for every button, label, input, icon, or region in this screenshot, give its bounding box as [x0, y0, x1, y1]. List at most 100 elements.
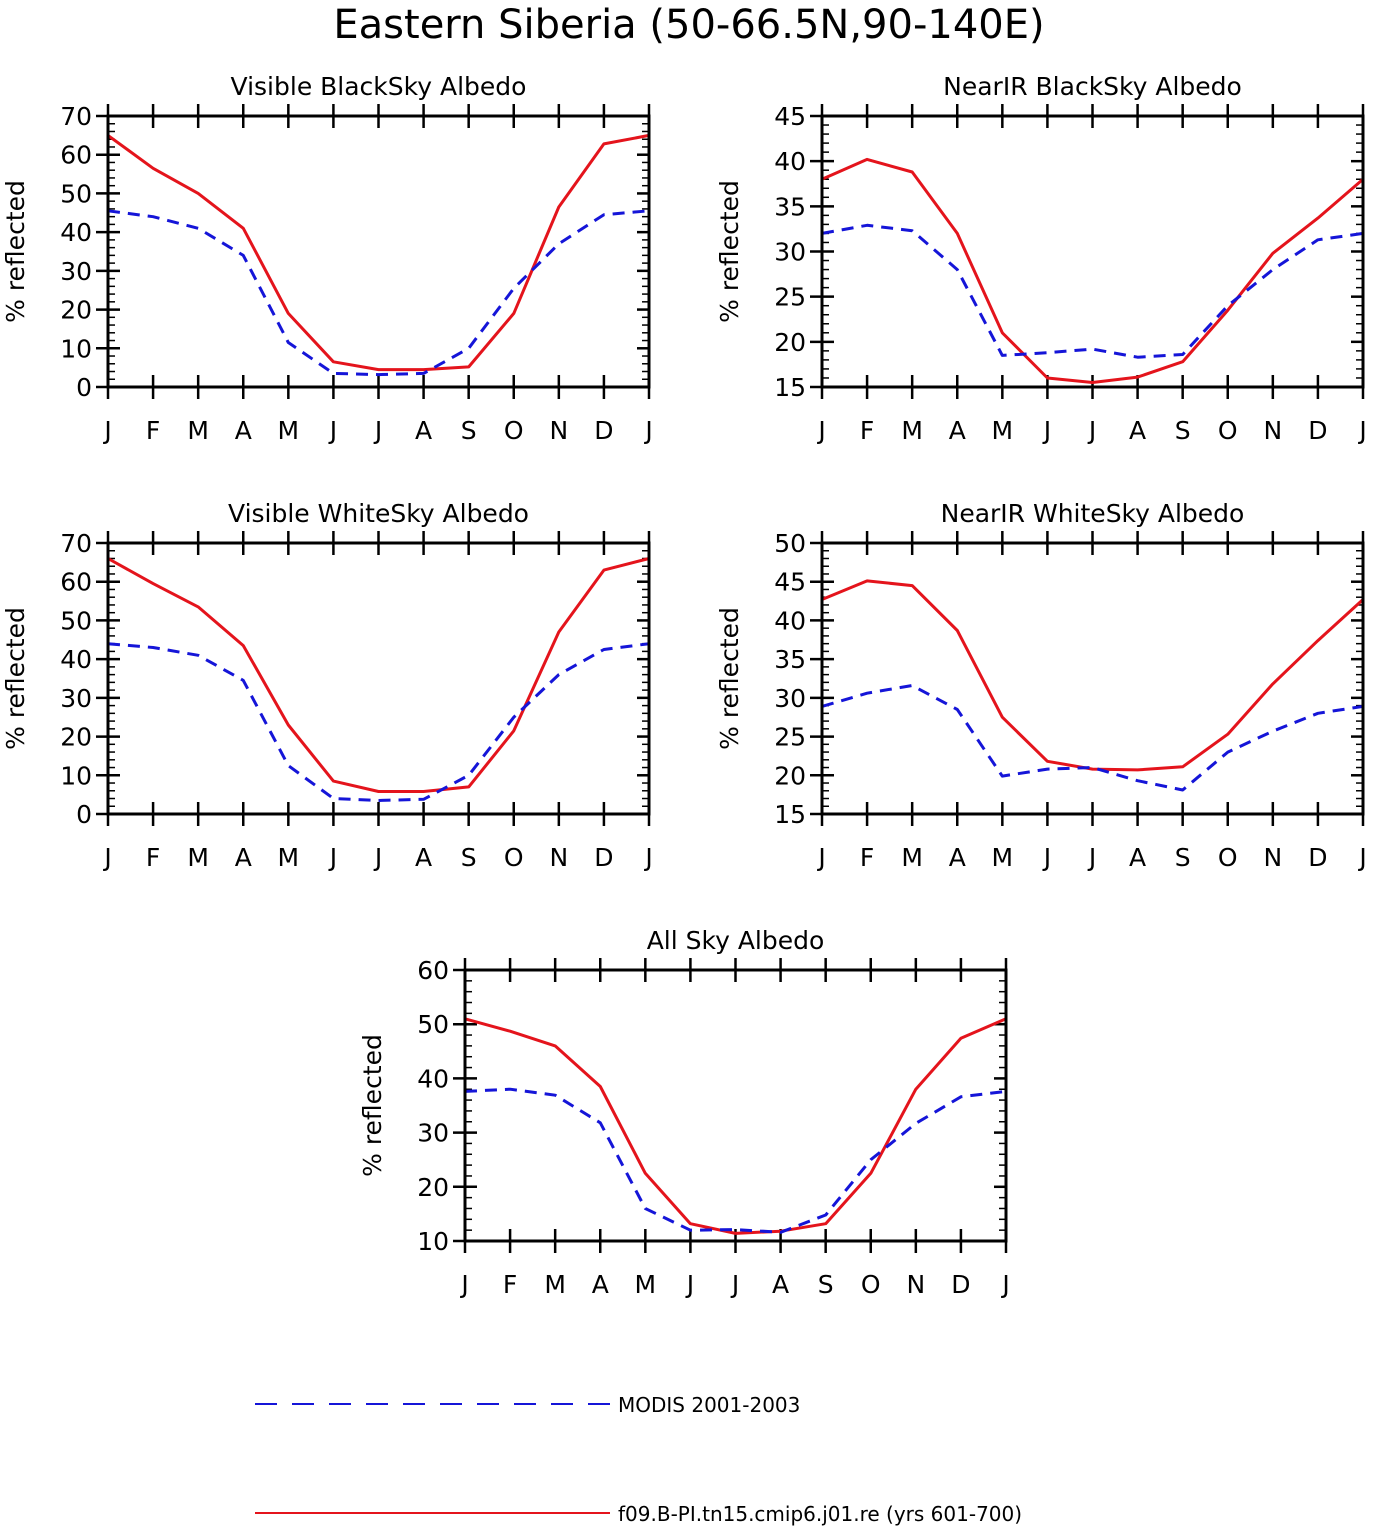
y-tick-label: 70: [60, 102, 92, 131]
series-line-modis: [107, 642, 650, 802]
y-tick-label: 25: [774, 283, 806, 312]
x-tick-label: J: [328, 416, 337, 445]
figure-title: Eastern Siberia (50-66.5N,90-140E): [333, 2, 1044, 48]
y-tick-label: 60: [417, 956, 449, 985]
y-tick-label: 35: [774, 192, 806, 221]
x-tick-label: M: [901, 843, 923, 872]
x-tick-label: J: [373, 843, 382, 872]
y-axis-label: % reflected: [1, 607, 30, 750]
x-tick-label: J: [643, 416, 652, 445]
y-tick-label: 25: [774, 723, 806, 752]
x-tick-label: S: [1175, 843, 1191, 872]
x-tick-label: M: [278, 843, 300, 872]
y-tick-label: 30: [417, 1119, 449, 1148]
y-tick-label: 20: [774, 761, 806, 790]
x-tick-label: N: [1263, 416, 1282, 445]
x-tick-label: M: [544, 1270, 566, 1299]
y-tick-label: 35: [774, 645, 806, 674]
plot-frame: [820, 114, 1365, 389]
y-tick-label: 40: [774, 606, 806, 635]
x-tick-label: J: [1042, 416, 1051, 445]
y-tick-label: 30: [60, 684, 92, 713]
legend: MODIS 2001-2003 f09.B-PI.tn15.cmip6.j01.…: [255, 1393, 1022, 1526]
x-tick-label: S: [818, 1270, 834, 1299]
x-tick-label: N: [549, 416, 568, 445]
x-tick-label: J: [102, 416, 111, 445]
x-tick-label: A: [415, 843, 432, 872]
series-line-model: [107, 557, 650, 793]
x-tick-label: S: [461, 843, 477, 872]
y-tick-label: 50: [774, 529, 806, 558]
plot-frame: [106, 541, 651, 816]
x-tick-label: J: [102, 843, 111, 872]
y-tick-label: 10: [417, 1227, 449, 1256]
y-tick-label: 45: [774, 102, 806, 131]
chart-panel-3: Visible WhiteSky Albedo % reflected 0 10 20 3…: [1, 499, 653, 872]
y-tick-label: 10: [60, 761, 92, 790]
x-tick-label: D: [594, 416, 613, 445]
y-tick-label: 50: [60, 606, 92, 635]
x-tick-label: N: [1263, 843, 1282, 872]
x-tick-label: O: [504, 416, 524, 445]
x-tick-label: F: [503, 1270, 517, 1299]
x-tick-label: J: [1087, 843, 1096, 872]
y-tick-label: 15: [774, 373, 806, 402]
legend-obs-label: MODIS 2001-2003: [618, 1393, 800, 1417]
x-tick-label: M: [992, 416, 1014, 445]
plot-frame: [820, 541, 1365, 816]
chart-panel-4: NearIR WhiteSky Albedo % reflected 15 20 25 3…: [715, 499, 1367, 872]
y-tick-label: 40: [417, 1064, 449, 1093]
series-line-model: [464, 1017, 1007, 1235]
x-tick-label: M: [278, 416, 300, 445]
x-tick-label: S: [461, 416, 477, 445]
x-tick-label: M: [901, 416, 923, 445]
x-tick-label: F: [146, 416, 160, 445]
y-tick-label: 0: [76, 800, 92, 829]
series-line-model: [821, 157, 1364, 384]
x-tick-label: A: [949, 843, 966, 872]
x-tick-label: N: [906, 1270, 925, 1299]
x-tick-label: O: [861, 1270, 881, 1299]
chart-panel-2: NearIR BlackSky Albedo % reflected 15 20 25 3…: [715, 72, 1367, 445]
x-tick-label: J: [1087, 416, 1096, 445]
x-tick-label: M: [635, 1270, 657, 1299]
panel-title: Visible WhiteSky Albedo: [228, 499, 529, 528]
plot-frame: [106, 114, 651, 389]
y-tick-label: 40: [60, 218, 92, 247]
y-axis-label: % reflected: [1, 180, 30, 323]
y-tick-label: 20: [60, 296, 92, 325]
series-line-modis: [821, 223, 1364, 359]
y-tick-label: 30: [774, 238, 806, 267]
y-tick-label: 20: [774, 328, 806, 357]
x-tick-label: A: [235, 843, 252, 872]
x-tick-label: F: [860, 416, 874, 445]
y-tick-label: 20: [417, 1173, 449, 1202]
y-tick-label: 45: [774, 568, 806, 597]
x-tick-label: M: [187, 843, 209, 872]
x-tick-label: M: [187, 416, 209, 445]
y-tick-label: 50: [60, 179, 92, 208]
y-tick-label: 40: [774, 147, 806, 176]
y-tick-label: 50: [417, 1010, 449, 1039]
panel-title: All Sky Albedo: [647, 926, 825, 955]
x-tick-label: A: [592, 1270, 609, 1299]
x-tick-label: J: [459, 1270, 468, 1299]
series-line-modis: [107, 209, 650, 377]
x-tick-label: O: [1218, 416, 1238, 445]
panel-title: Visible BlackSky Albedo: [231, 72, 527, 101]
x-tick-label: J: [816, 843, 825, 872]
x-tick-label: J: [1042, 843, 1051, 872]
y-tick-label: 20: [60, 723, 92, 752]
x-tick-label: D: [594, 843, 613, 872]
y-tick-label: 10: [60, 334, 92, 363]
series-line-model: [821, 579, 1365, 772]
y-axis-label: % reflected: [715, 180, 744, 323]
y-tick-label: 30: [60, 257, 92, 286]
x-tick-label: J: [1357, 843, 1366, 872]
x-tick-label: S: [1175, 416, 1191, 445]
x-tick-label: A: [772, 1270, 789, 1299]
chart-panel-1: Visible BlackSky Albedo % reflected 0 10 20 3…: [1, 72, 653, 445]
x-tick-label: A: [415, 416, 432, 445]
